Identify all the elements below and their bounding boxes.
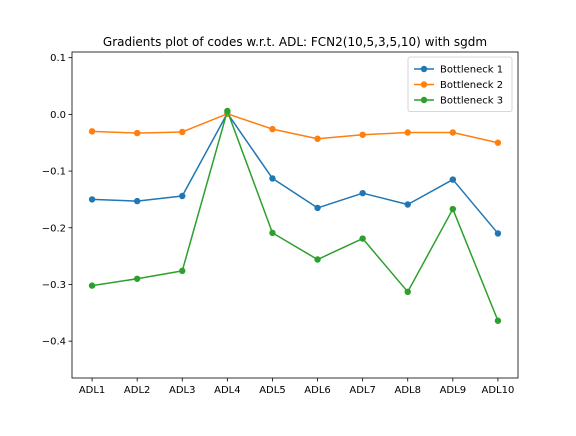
- data-point-series-3: [179, 267, 186, 275]
- series-line-3: [91, 110, 499, 322]
- data-point-series-2: [88, 128, 96, 135]
- x-tick-label: ADL5: [259, 385, 285, 396]
- data-point-series-1: [449, 176, 457, 183]
- x-tick-label: ADL2: [124, 385, 150, 396]
- x-tick-label: ADL4: [214, 385, 240, 396]
- data-point-series-3: [269, 229, 276, 237]
- data-point-series-2: [269, 125, 276, 133]
- data-point-series-1: [404, 201, 411, 208]
- data-point-series-2: [314, 135, 321, 142]
- legend-marker-series-1: [420, 65, 428, 73]
- data-point-series-1: [359, 189, 366, 197]
- data-point-series-1: [269, 175, 276, 182]
- x-tick-label: ADL10: [482, 385, 515, 396]
- data-point-series-2: [359, 131, 366, 138]
- data-point-series-2: [494, 139, 502, 146]
- data-point-series-3: [359, 235, 366, 242]
- y-tick-label: −0.2: [42, 223, 66, 234]
- data-point-series-3: [494, 317, 502, 324]
- y-tick-label: 0.0: [50, 110, 66, 121]
- data-point-series-1: [133, 197, 141, 205]
- data-point-series-3: [314, 256, 321, 263]
- y-tick-label: −0.3: [42, 280, 66, 291]
- data-point-series-3: [88, 282, 96, 289]
- x-tick-label: ADL6: [304, 385, 330, 396]
- data-point-series-2: [449, 129, 457, 136]
- x-tick-label: ADL1: [79, 385, 105, 396]
- legend-label-series-2: Bottleneck 2: [440, 80, 503, 91]
- axes-frame: [71, 51, 519, 379]
- x-tick-label: ADL3: [169, 385, 195, 396]
- data-point-series-1: [179, 192, 186, 200]
- legend-label-series-3: Bottleneck 3: [440, 96, 503, 107]
- plot-area: 0.1 0.0 −0.1 −0.2 −0.3 −0.4 ADL1 ADL2 ADL3 ADL4 AD…: [42, 51, 519, 396]
- legend-marker-series-2: [420, 81, 428, 88]
- data-point-series-2: [179, 128, 186, 136]
- x-tick-label: ADL7: [349, 385, 375, 396]
- chart-title: Gradients plot of codes w.r.t. ADL: FCN2…: [103, 35, 487, 49]
- data-point-series-2: [404, 129, 411, 136]
- y-tick-label: −0.4: [42, 337, 66, 348]
- y-tick-label: 0.1: [50, 53, 66, 64]
- data-point-series-3: [133, 275, 141, 282]
- x-tick-label: ADL9: [440, 385, 466, 396]
- legend-box: [407, 56, 513, 112]
- data-point-series-2: [133, 129, 141, 137]
- legend-marker-series-3: [420, 96, 428, 104]
- data-point-series-1: [494, 230, 502, 237]
- data-point-series-1: [314, 204, 321, 212]
- series-line-2: [92, 113, 499, 144]
- legend-label-series-1: Bottleneck 1: [440, 65, 503, 76]
- data-point-series-3: [224, 107, 231, 115]
- x-tick-label: ADL8: [394, 385, 420, 396]
- data-point-series-3: [404, 288, 411, 296]
- series-line-1: [92, 112, 499, 234]
- data-point-series-3: [449, 205, 457, 213]
- y-tick-label: −0.1: [42, 167, 66, 178]
- data-point-series-1: [88, 196, 96, 203]
